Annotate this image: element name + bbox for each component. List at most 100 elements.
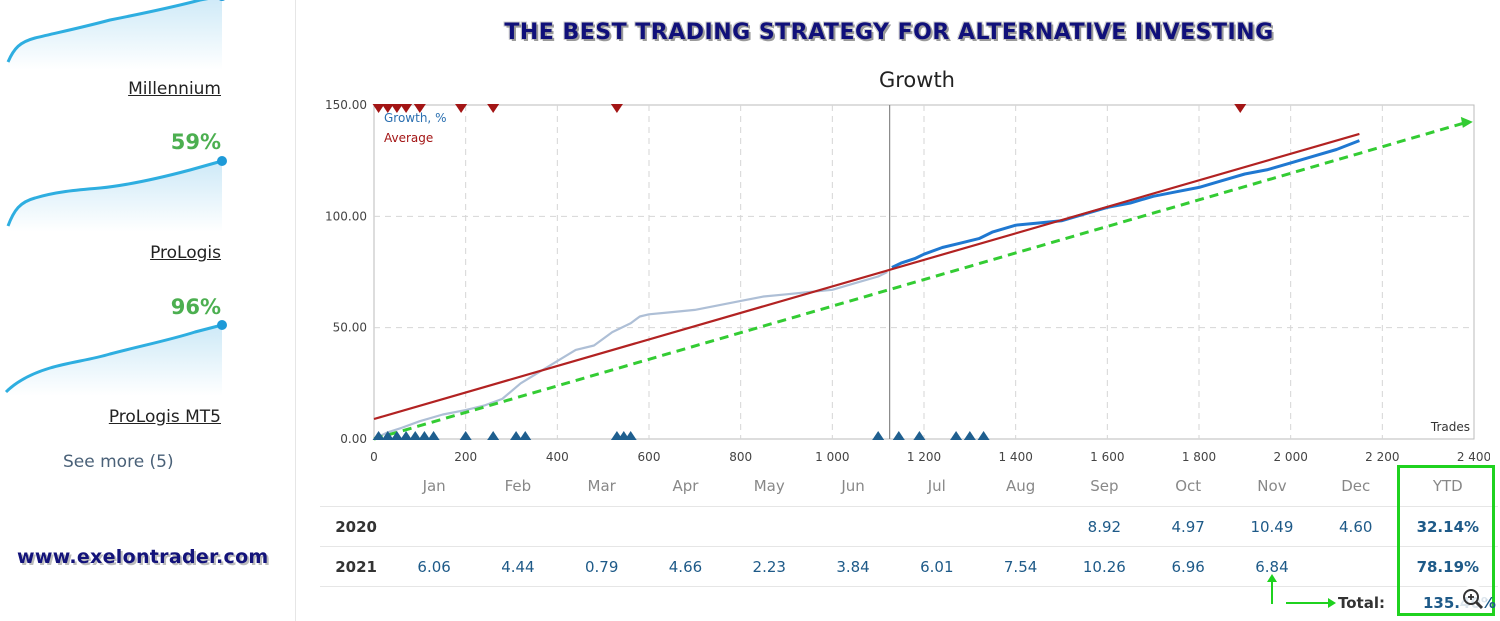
header-month: Jan [392,466,477,507]
ytd-value: 32.14% [1397,506,1498,547]
up-arrow-icon [1267,574,1277,604]
month-value: 6.96 [1146,546,1231,587]
month-value: 7.54 [978,546,1063,587]
month-value: 3.84 [811,546,895,587]
y-tick-label: 100.00 [325,209,367,223]
series-line-0 [373,271,888,440]
x-tick-label: 1 200 [907,450,941,464]
month-value: 6.01 [894,546,979,587]
top-marker [390,104,403,113]
bottom-marker [963,431,976,440]
see-more-link[interactable]: See more (5) [63,452,174,472]
top-marker [487,104,500,113]
month-value [1313,546,1398,587]
month-value [559,506,644,547]
month-value: 6.84 [1230,546,1314,587]
bottom-marker [977,431,990,440]
sidebar-item-prologis-mt5[interactable]: ProLogis MT5 [108,407,221,427]
x-axis-label: Trades [1430,420,1470,434]
header-month: Jul [894,466,979,507]
top-marker [1234,104,1247,113]
top-marker [400,104,413,113]
month-value [727,506,812,547]
month-value [978,506,1063,547]
month-value [476,506,560,547]
top-marker [381,104,394,113]
series-line-3 [373,121,1466,441]
month-value: 10.49 [1230,506,1314,547]
sparkline-prologis [6,156,227,232]
header-month: May [727,466,812,507]
month-value: 4.44 [476,546,560,587]
bottom-marker [892,431,905,440]
bottom-marker [409,431,422,440]
header-month: Apr [643,466,728,507]
x-tick-label: 200 [454,450,477,464]
bottom-marker [913,431,926,440]
table-row: 2020 8.92 4.97 10.49 4.60 32.14% [320,506,1498,547]
right-arrow-icon [1286,598,1336,608]
month-value: 4.97 [1146,506,1231,547]
x-tick-label: 1 600 [1090,450,1124,464]
bottom-marker [418,431,431,440]
monthly-returns-table: Jan Feb Mar Apr May Jun Jul Aug Sep Oct … [320,466,1498,587]
sidebar: Millennium 59% ProLogis 96% ProLogis MT5… [0,0,296,621]
bottom-marker [519,431,532,440]
month-value [811,506,895,547]
month-value: 4.60 [1313,506,1398,547]
sidebar-item-prologis[interactable]: ProLogis [150,243,221,263]
ytd-value: 78.19% [1397,546,1498,587]
header-month: Aug [978,466,1063,507]
x-tick-label: 800 [729,450,752,464]
x-tick-label: 2 400 [1457,450,1490,464]
x-tick-label: 2 000 [1273,450,1307,464]
y-tick-label: 0.00 [340,432,367,446]
sidebar-item-prologis-mt5-pct: 96% [170,295,221,319]
zoom-in-icon[interactable] [1458,584,1488,614]
bottom-marker [950,431,963,440]
header-month: Sep [1062,466,1147,507]
header-month: Jun [811,466,895,507]
bottom-marker [624,431,637,440]
legend-average: Average [384,131,433,145]
row-year: 2021 [320,546,393,587]
sidebar-item-millennium[interactable]: Millennium [128,79,221,99]
month-value [643,506,728,547]
top-marker [372,104,385,113]
bottom-marker [390,431,403,440]
series-arrowhead [1460,116,1473,128]
table-row: 2021 6.06 4.44 0.79 4.66 2.23 3.84 6.01 … [320,546,1498,587]
x-tick-label: 1 400 [998,450,1032,464]
x-tick-label: 0 [370,450,378,464]
sparkline-millennium [6,0,225,70]
chart-title: Growth [878,68,955,92]
total-label: Total: [1338,594,1385,612]
row-year: 2020 [320,506,393,547]
bottom-marker [381,431,394,440]
ytd-highlight-box [1397,465,1495,616]
top-marker [455,104,468,113]
month-value [392,506,477,547]
y-tick-label: 50.00 [333,321,367,335]
x-tick-label: 600 [638,450,661,464]
month-value: 10.26 [1062,546,1147,587]
x-tick-label: 400 [546,450,569,464]
bottom-marker [372,431,385,440]
x-tick-label: 1 800 [1182,450,1216,464]
bottom-marker [427,431,440,440]
bottom-marker [487,431,500,440]
sidebar-item-prologis-pct: 59% [170,130,221,154]
bottom-marker [510,431,523,440]
month-value: 8.92 [1062,506,1147,547]
sparkline-prologis-mt5 [4,320,227,396]
x-tick-label: 1 000 [815,450,849,464]
website-link[interactable]: www.exelontrader.com [17,546,269,568]
y-tick-label: 150.00 [325,98,367,112]
top-marker [610,104,623,113]
bottom-marker [400,431,413,440]
table-header-row: Jan Feb Mar Apr May Jun Jul Aug Sep Oct … [320,466,1498,507]
bottom-marker [459,431,472,440]
header-month: Dec [1313,466,1398,507]
header-ytd: YTD [1397,466,1498,507]
month-value: 6.06 [392,546,477,587]
